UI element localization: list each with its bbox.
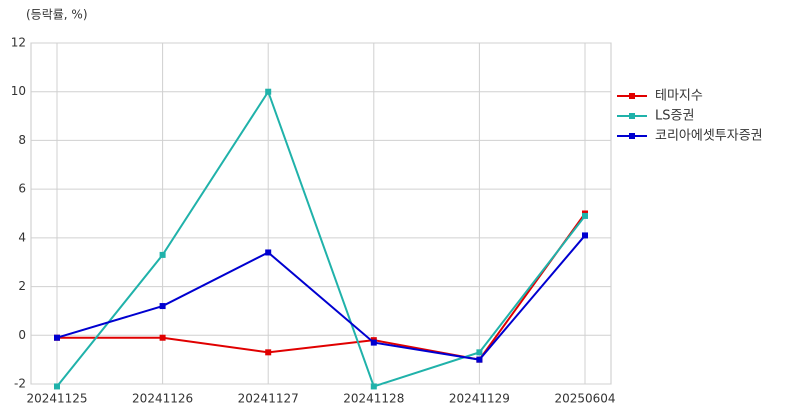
y-tick-label: 2 <box>18 279 26 293</box>
point <box>582 212 588 219</box>
y-tick-label: 8 <box>18 133 26 147</box>
y-tick-label: 0 <box>18 328 26 342</box>
x-tick-label: 20250604 <box>554 392 615 406</box>
legend-label: 테마지수 <box>655 89 703 104</box>
legend-marker <box>629 133 635 139</box>
x-tick-label: 20241128 <box>343 392 404 406</box>
point <box>159 303 166 310</box>
y-axis-label: (등락률, %) <box>26 8 88 22</box>
y-tick-label: 10 <box>11 84 26 98</box>
point <box>370 339 377 346</box>
legend-label: 코리아에셋투자증권 <box>655 129 763 144</box>
point <box>54 383 60 390</box>
point <box>476 356 483 363</box>
x-tick-label: 20241125 <box>26 392 87 406</box>
plot-area <box>30 42 612 385</box>
x-tick-label: 20241127 <box>238 392 299 406</box>
point <box>265 88 272 95</box>
legend-marker <box>629 113 635 119</box>
point <box>582 232 588 239</box>
point <box>159 251 166 258</box>
point <box>265 349 272 356</box>
series-line <box>57 212 586 361</box>
series-line <box>56 89 586 388</box>
series-line <box>56 234 586 361</box>
legend-label: LS증권 <box>655 109 694 124</box>
x-tick-label: 20241129 <box>449 392 510 406</box>
legend-marker <box>629 93 635 99</box>
x-tick-label: 20241126 <box>132 392 193 406</box>
point <box>370 383 377 390</box>
y-tick-label: 6 <box>18 182 26 196</box>
y-tick-label: 4 <box>18 230 26 244</box>
point <box>159 334 166 341</box>
y-tick-label: -2 <box>14 377 26 391</box>
point <box>476 349 483 356</box>
y-tick-label: 12 <box>11 36 26 50</box>
point <box>54 334 60 341</box>
point <box>265 249 272 256</box>
